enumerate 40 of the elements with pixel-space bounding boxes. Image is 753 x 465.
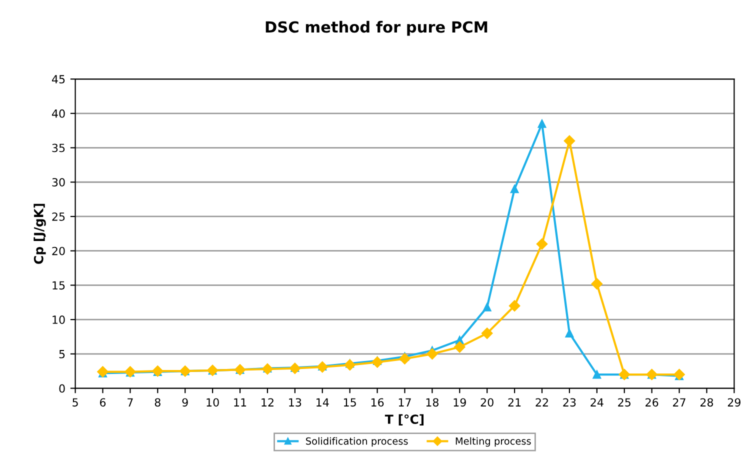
x-tick-label: 13 bbox=[289, 398, 302, 407]
x-tick-label: 23 bbox=[563, 398, 576, 407]
y-tick-label: 45 bbox=[52, 75, 65, 84]
x-tick-label: 16 bbox=[371, 398, 384, 407]
x-tick-label: 21 bbox=[508, 398, 521, 406]
y-tick-label: 35 bbox=[52, 144, 65, 152]
x-tick-label: 14 bbox=[316, 398, 329, 406]
y-tick-label: 25 bbox=[52, 212, 65, 221]
y-tick-label: 5 bbox=[59, 350, 65, 358]
x-tick-label: 29 bbox=[728, 398, 740, 407]
y-tick-label: 10 bbox=[52, 316, 65, 324]
y-axis-title: Cp [J/gK] bbox=[34, 204, 46, 264]
x-tick-label: 7 bbox=[128, 398, 133, 406]
x-tick-label: 26 bbox=[646, 398, 658, 407]
x-tick-label: 25 bbox=[618, 398, 630, 407]
y-tick-label: 40 bbox=[52, 109, 65, 118]
x-tick-label: 27 bbox=[673, 398, 686, 406]
x-tick-label: 20 bbox=[480, 398, 494, 407]
x-tick-label: 18 bbox=[426, 398, 438, 407]
x-tick-label: 24 bbox=[590, 398, 604, 406]
x-tick-label: 28 bbox=[700, 398, 714, 407]
x-tick-label: 5 bbox=[72, 398, 78, 407]
x-tick-label: 15 bbox=[344, 398, 356, 407]
legend-label: Melting process bbox=[456, 437, 531, 447]
legend-label: Solidification process bbox=[306, 437, 408, 447]
x-tick-label: 10 bbox=[206, 398, 219, 407]
chart-title: DSC method for pure PCM bbox=[266, 20, 488, 36]
x-tick-label: 12 bbox=[262, 398, 274, 406]
y-tick-label: 20 bbox=[52, 246, 65, 256]
x-tick-label: 17 bbox=[398, 398, 411, 406]
x-tick-label: 9 bbox=[182, 398, 188, 407]
x-tick-label: 11 bbox=[234, 398, 246, 406]
x-tick-label: 6 bbox=[100, 398, 106, 407]
y-tick-label: 0 bbox=[59, 384, 65, 393]
x-tick-label: 8 bbox=[154, 398, 160, 407]
y-tick-label: 30 bbox=[52, 178, 65, 187]
x-tick-label: 19 bbox=[454, 398, 466, 407]
y-tick-label: 15 bbox=[52, 281, 65, 290]
x-tick-label: 22 bbox=[536, 398, 548, 406]
x-axis-title: T [°C] bbox=[384, 414, 424, 426]
